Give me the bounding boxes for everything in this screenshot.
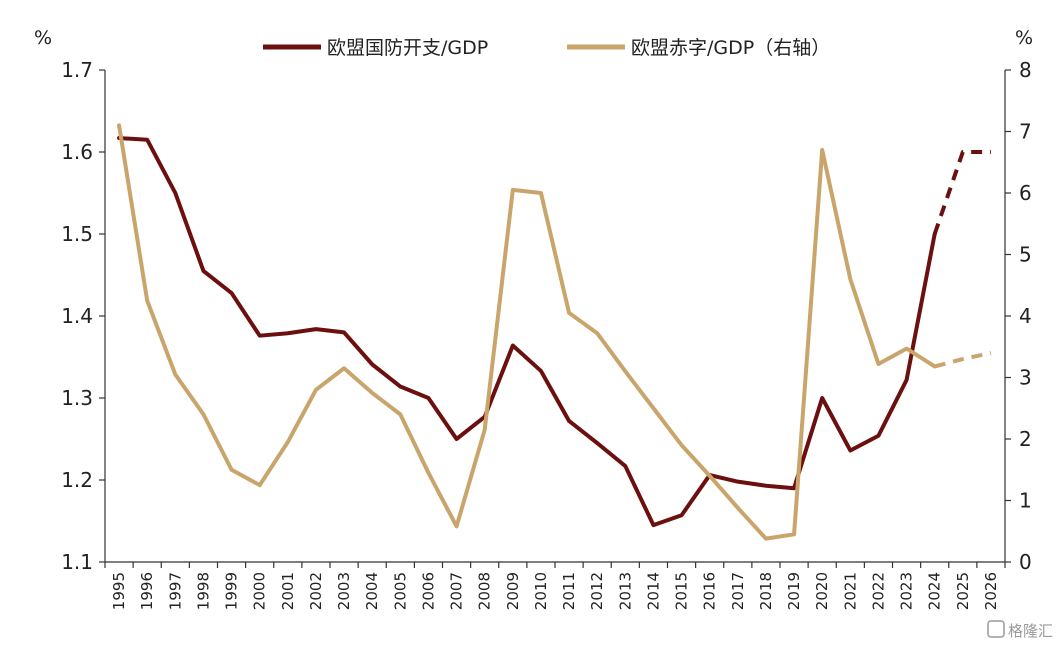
right-tick-label: 8: [1019, 58, 1032, 82]
left-tick-label: 1.4: [61, 304, 93, 328]
x-tick-label: 2022: [869, 572, 887, 610]
x-tick-label: 2007: [448, 572, 466, 610]
x-tick-label: 2010: [532, 572, 550, 610]
x-tick-label: 1997: [166, 572, 184, 610]
axes: 1.1 1.2 1.3 1.4 1.5 1.6 1.7 0 1 2 3 4 5 6 7 8% % 1995 1996…: [34, 27, 1033, 610]
right-tick-label: 3: [1019, 366, 1032, 390]
x-tick-label: 2012: [588, 572, 606, 610]
left-tick-label: 1.6: [61, 140, 93, 164]
right-tick-label: 2: [1019, 427, 1032, 451]
x-tick-label: 2006: [419, 572, 437, 610]
right-tick-label: 5: [1019, 243, 1032, 267]
right-tick-label: 1: [1019, 489, 1032, 513]
x-tick-label: 1999: [223, 572, 241, 610]
x-tick-label: 2019: [785, 572, 803, 610]
watermark: 格隆汇: [987, 620, 1053, 640]
x-tick-label: 2021: [841, 572, 859, 610]
right-tick-label: 4: [1019, 304, 1032, 328]
series-line-1-forecast: [932, 150, 991, 235]
x-tick-label: 1996: [138, 572, 156, 610]
x-tick-label: 2005: [391, 572, 409, 610]
legend-label-1: 欧盟国防开支/GDP: [327, 37, 488, 59]
x-tick-label: 2020: [813, 572, 831, 610]
x-tick-label: 2017: [729, 572, 747, 610]
x-tick-label: 2001: [279, 572, 297, 610]
series-line-2: [117, 123, 937, 541]
watermark-text: 格隆汇: [1008, 622, 1053, 640]
x-tick-label: 1995: [110, 572, 128, 610]
x-tick-label: 2009: [504, 572, 522, 610]
x-tick-label: 2014: [644, 572, 662, 610]
x-tick-label: 2011: [560, 572, 578, 610]
x-tick-label: 2018: [757, 572, 775, 610]
left-unit-label: %: [34, 27, 52, 49]
x-tick-label: 2013: [616, 572, 634, 610]
legend: 欧盟国防开支/GDP 欧盟赤字/GDP（右轴）: [263, 37, 830, 59]
x-tick-label: 2016: [701, 572, 719, 610]
x-tick-label: 2002: [307, 572, 325, 610]
watermark-logo-icon: [987, 620, 1005, 638]
series-lines: [117, 123, 992, 541]
x-tick-label: 2023: [898, 572, 916, 610]
left-tick-label: 1.2: [61, 468, 93, 492]
left-tick-label: 1.7: [61, 58, 93, 82]
left-tick-label: 1.3: [61, 386, 93, 410]
legend-label-2: 欧盟赤字/GDP（右轴）: [631, 37, 830, 59]
x-tick-label: 2026: [982, 572, 1000, 610]
x-tick-label: 2004: [363, 572, 381, 610]
series-line-1: [117, 136, 937, 528]
x-tick-label: 2008: [476, 572, 494, 610]
right-tick-label: 0: [1019, 550, 1032, 574]
x-tick-label: 1998: [194, 572, 212, 610]
x-tick-label: 2015: [673, 572, 691, 610]
left-tick-label: 1.1: [61, 550, 93, 574]
x-tick-label: 2003: [335, 572, 353, 610]
x-tick-label: 2024: [926, 572, 944, 610]
right-tick-label: 6: [1019, 181, 1032, 205]
right-unit-label: %: [1015, 27, 1033, 49]
x-tick-label: 2000: [251, 572, 269, 610]
x-tick-label: 2025: [954, 572, 972, 610]
series-line-2-forecast: [934, 350, 992, 369]
right-tick-label: 7: [1019, 120, 1032, 144]
left-tick-label: 1.5: [61, 222, 93, 246]
